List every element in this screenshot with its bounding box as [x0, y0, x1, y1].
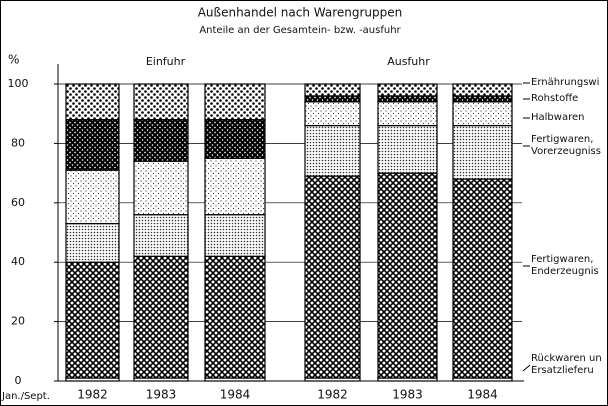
bar-segment — [377, 95, 438, 103]
legend-label: Ernährungswi — [531, 77, 600, 88]
y-tick-label: 100 — [8, 77, 29, 90]
x-tick-label: 1984 — [220, 388, 251, 402]
legend-label: Fertigwaren, Enderzeugnis — [531, 254, 599, 277]
bar-segment — [133, 160, 189, 216]
bar-segment — [204, 119, 266, 159]
bar-segment — [452, 124, 513, 180]
bar-segment — [204, 83, 266, 121]
y-axis-label: % — [8, 53, 19, 67]
bar-segment — [204, 157, 266, 216]
y-tick-label: 60 — [11, 196, 25, 209]
y-tick-label: 0 — [15, 374, 22, 387]
bar-segment — [452, 95, 513, 103]
bar-segment — [452, 178, 513, 379]
bar-segment — [133, 119, 189, 162]
group-label: Ausfuhr — [387, 55, 430, 68]
x-tick-label: 1982 — [77, 388, 108, 402]
legend-leader — [522, 364, 531, 372]
bar-segment — [133, 83, 189, 121]
bar-segment — [452, 83, 513, 97]
bar-segment — [452, 101, 513, 127]
bar-segment — [65, 83, 120, 121]
legend-label: Rohstoffe — [531, 93, 579, 104]
x-tick-label: 1984 — [467, 388, 498, 402]
bar-segment — [204, 214, 266, 257]
bar-segment — [304, 83, 361, 97]
y-tick-label: 80 — [11, 136, 25, 149]
legend-label: Rückwaren un Ersatzlieferu — [531, 353, 602, 376]
chart-title: Außenhandel nach Warengruppen — [198, 6, 403, 20]
bar-segment — [377, 124, 438, 174]
y-tick-label: 40 — [11, 255, 25, 268]
bar-segment — [65, 119, 120, 171]
bar-segment — [133, 214, 189, 257]
x-tick-label: 1983 — [392, 388, 423, 402]
chart-subtitle: Anteile an der Gesamtein- bzw. -ausfuhr — [199, 25, 401, 36]
legend-label: Fertigwaren, Vorerzeugniss — [531, 134, 601, 157]
group-label: Einfuhr — [146, 55, 186, 68]
bar-segment — [65, 261, 120, 379]
bar-segment — [304, 95, 361, 103]
bar-segment — [304, 175, 361, 379]
bar-segment — [377, 172, 438, 379]
bar-segment — [304, 124, 361, 177]
bar-segment — [65, 222, 120, 263]
x-tick-label: 1982 — [317, 388, 348, 402]
x-prefix: Jan./Sept. — [1, 391, 50, 402]
legend-label: Halbwaren — [531, 112, 585, 123]
bar-segment — [304, 101, 361, 127]
bar-segment — [377, 101, 438, 127]
y-tick-label: 20 — [11, 315, 25, 328]
bar-segment — [204, 255, 266, 379]
bar-segment — [133, 255, 189, 379]
bar-segment — [65, 169, 120, 225]
bar-segment — [377, 83, 438, 97]
x-tick-label: 1983 — [146, 388, 177, 402]
